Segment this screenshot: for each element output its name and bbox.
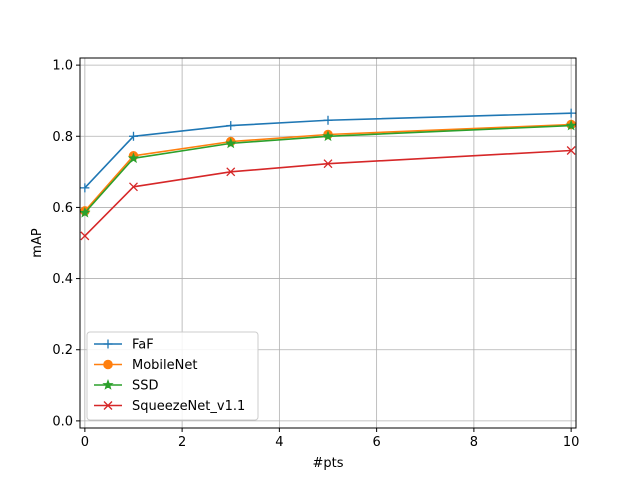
legend-marker (103, 339, 113, 349)
legend: FaF MobileNet SSD SqueezeNet_v1.1 (86, 331, 259, 421)
y-tick-label: 0.2 (52, 343, 73, 358)
data-point (565, 119, 577, 131)
y-tick-label: 0.8 (52, 130, 73, 145)
series-group (79, 108, 577, 241)
x-tick-label: 4 (275, 435, 283, 450)
legend-item: SqueezeNet_v1.1 (94, 399, 245, 414)
data-point (566, 108, 576, 118)
data-point (226, 167, 236, 177)
data-point (323, 115, 333, 125)
legend-item: SSD (94, 379, 159, 394)
legend-label: MobileNet (132, 358, 197, 373)
data-point (323, 159, 333, 169)
data-point (128, 131, 138, 141)
data-point (129, 182, 138, 192)
y-tick-label: 0.0 (52, 414, 73, 429)
data-point (225, 137, 237, 149)
data-point (79, 206, 91, 218)
y-tick-label: 0.4 (52, 272, 73, 287)
legend-item: FaF (94, 338, 154, 353)
x-tick-label: 0 (81, 435, 89, 450)
legend-marker (103, 401, 113, 410)
y-tick-label: 1.0 (52, 59, 73, 74)
x-axis-label: #pts (312, 456, 343, 471)
legend-item: MobileNet (94, 358, 197, 373)
x-tick-label: 8 (470, 435, 478, 450)
legend-label: SSD (132, 379, 159, 394)
series-0 (80, 108, 576, 193)
legend-label: FaF (132, 338, 154, 353)
data-point (80, 231, 90, 241)
data-point (127, 152, 140, 164)
series-2 (79, 119, 577, 218)
legend-box (86, 331, 259, 421)
data-point (566, 146, 576, 155)
x-tick-label: 6 (372, 435, 380, 450)
y-tick-label: 0.6 (52, 201, 73, 216)
series-3 (80, 146, 576, 241)
legend-marker (103, 359, 113, 370)
data-point (226, 121, 236, 131)
x-tick-label: 2 (178, 435, 186, 450)
axis-ticks: 0 2 4 6 8 10 0.0 0.2 0.4 0.6 0.8 1.0 (52, 59, 579, 450)
legend-label: SqueezeNet_v1.1 (132, 399, 245, 414)
x-tick-label: 10 (563, 435, 580, 450)
legend-marker (102, 379, 114, 390)
y-axis-label: mAP (30, 228, 45, 258)
data-point (322, 130, 334, 142)
plot-frame (79, 57, 577, 429)
data-point (80, 183, 90, 193)
